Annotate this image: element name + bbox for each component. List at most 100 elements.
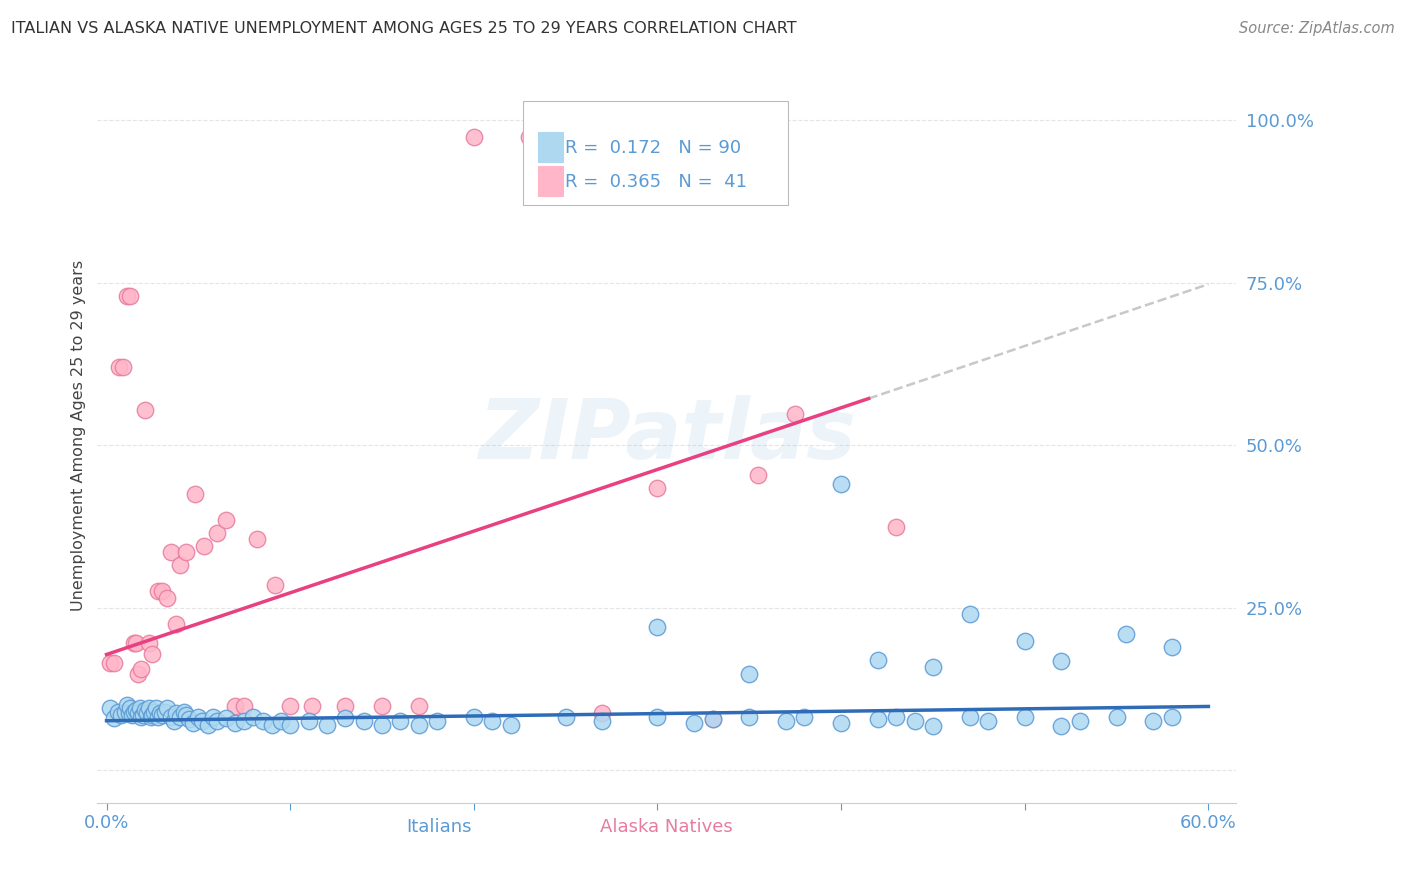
Point <box>146 584 169 599</box>
Point <box>181 716 204 731</box>
Point <box>233 714 256 729</box>
Point <box>738 667 761 681</box>
Point <box>481 714 503 729</box>
Point <box>884 519 907 533</box>
Point <box>156 591 179 605</box>
Point <box>165 616 187 631</box>
Point <box>132 707 155 722</box>
Point <box>193 539 215 553</box>
Point <box>866 713 889 727</box>
Point <box>647 620 669 634</box>
Point <box>977 714 1000 729</box>
Point <box>159 545 181 559</box>
Point <box>499 717 522 731</box>
Point <box>205 714 228 729</box>
Point <box>738 710 761 724</box>
Point <box>120 701 142 715</box>
Point <box>191 714 214 729</box>
Point <box>1160 710 1182 724</box>
Point <box>205 526 228 541</box>
Point <box>127 667 149 681</box>
Text: R =  0.365   N =  41: R = 0.365 N = 41 <box>565 172 747 191</box>
Point <box>260 717 283 731</box>
Point <box>959 607 981 622</box>
Point <box>120 289 142 303</box>
Point <box>122 636 145 650</box>
Point <box>131 662 153 676</box>
Point <box>141 707 163 722</box>
Point <box>233 699 256 714</box>
Point <box>134 402 156 417</box>
Point <box>1142 714 1164 729</box>
Point <box>1069 714 1091 729</box>
Point <box>174 707 197 722</box>
Point <box>103 711 125 725</box>
Point <box>371 717 394 731</box>
Point <box>959 710 981 724</box>
Point <box>702 713 724 727</box>
Point <box>138 701 160 715</box>
Point <box>1014 710 1036 724</box>
Point <box>98 701 121 715</box>
Point <box>134 703 156 717</box>
Point <box>463 710 485 724</box>
Point <box>107 705 129 719</box>
Point <box>159 710 181 724</box>
Point <box>117 706 139 720</box>
Point <box>335 699 357 714</box>
Point <box>1050 719 1073 733</box>
Point <box>183 487 205 501</box>
Text: Source: ZipAtlas.com: Source: ZipAtlas.com <box>1239 21 1395 36</box>
Point <box>647 481 669 495</box>
Point <box>169 558 191 573</box>
Y-axis label: Unemployment Among Ages 25 to 29 years: Unemployment Among Ages 25 to 29 years <box>72 260 86 611</box>
Point <box>122 705 145 719</box>
Point <box>115 698 138 713</box>
Point <box>110 707 132 722</box>
Point <box>775 714 797 729</box>
Point <box>103 656 125 670</box>
Point <box>683 716 706 731</box>
Point <box>408 699 430 714</box>
Point <box>114 705 136 719</box>
Point <box>264 578 287 592</box>
Point <box>922 719 945 733</box>
Point <box>202 710 225 724</box>
Point <box>1014 634 1036 648</box>
Text: Alaska Natives: Alaska Natives <box>600 819 733 837</box>
Point <box>270 714 292 729</box>
Point <box>139 710 162 724</box>
Point <box>1105 710 1128 724</box>
Text: R =  0.172   N = 90: R = 0.172 N = 90 <box>565 139 741 157</box>
Point <box>155 705 177 719</box>
Text: ITALIAN VS ALASKA NATIVE UNEMPLOYMENT AMONG AGES 25 TO 29 YEARS CORRELATION CHAR: ITALIAN VS ALASKA NATIVE UNEMPLOYMENT AM… <box>11 21 797 36</box>
Point <box>174 545 197 559</box>
Point <box>173 705 195 719</box>
Point <box>143 705 166 719</box>
Point <box>112 360 135 375</box>
Point <box>169 710 191 724</box>
Point <box>197 717 219 731</box>
Point <box>297 714 319 729</box>
Point <box>371 699 394 714</box>
Point <box>903 714 925 729</box>
Point <box>793 710 815 724</box>
Text: ZIPatlas: ZIPatlas <box>478 395 856 476</box>
Point <box>150 707 173 722</box>
Point <box>922 660 945 674</box>
Point <box>1115 626 1137 640</box>
Point <box>163 714 186 729</box>
Point <box>156 701 179 715</box>
Point <box>131 710 153 724</box>
Point <box>702 713 724 727</box>
Point <box>785 407 807 421</box>
Point <box>517 129 540 144</box>
Point <box>224 716 246 731</box>
Point <box>408 717 430 731</box>
Point <box>353 714 375 729</box>
Point <box>301 699 323 714</box>
Point <box>128 701 150 715</box>
Point <box>141 648 163 662</box>
Point <box>246 533 269 547</box>
Point <box>136 706 159 720</box>
